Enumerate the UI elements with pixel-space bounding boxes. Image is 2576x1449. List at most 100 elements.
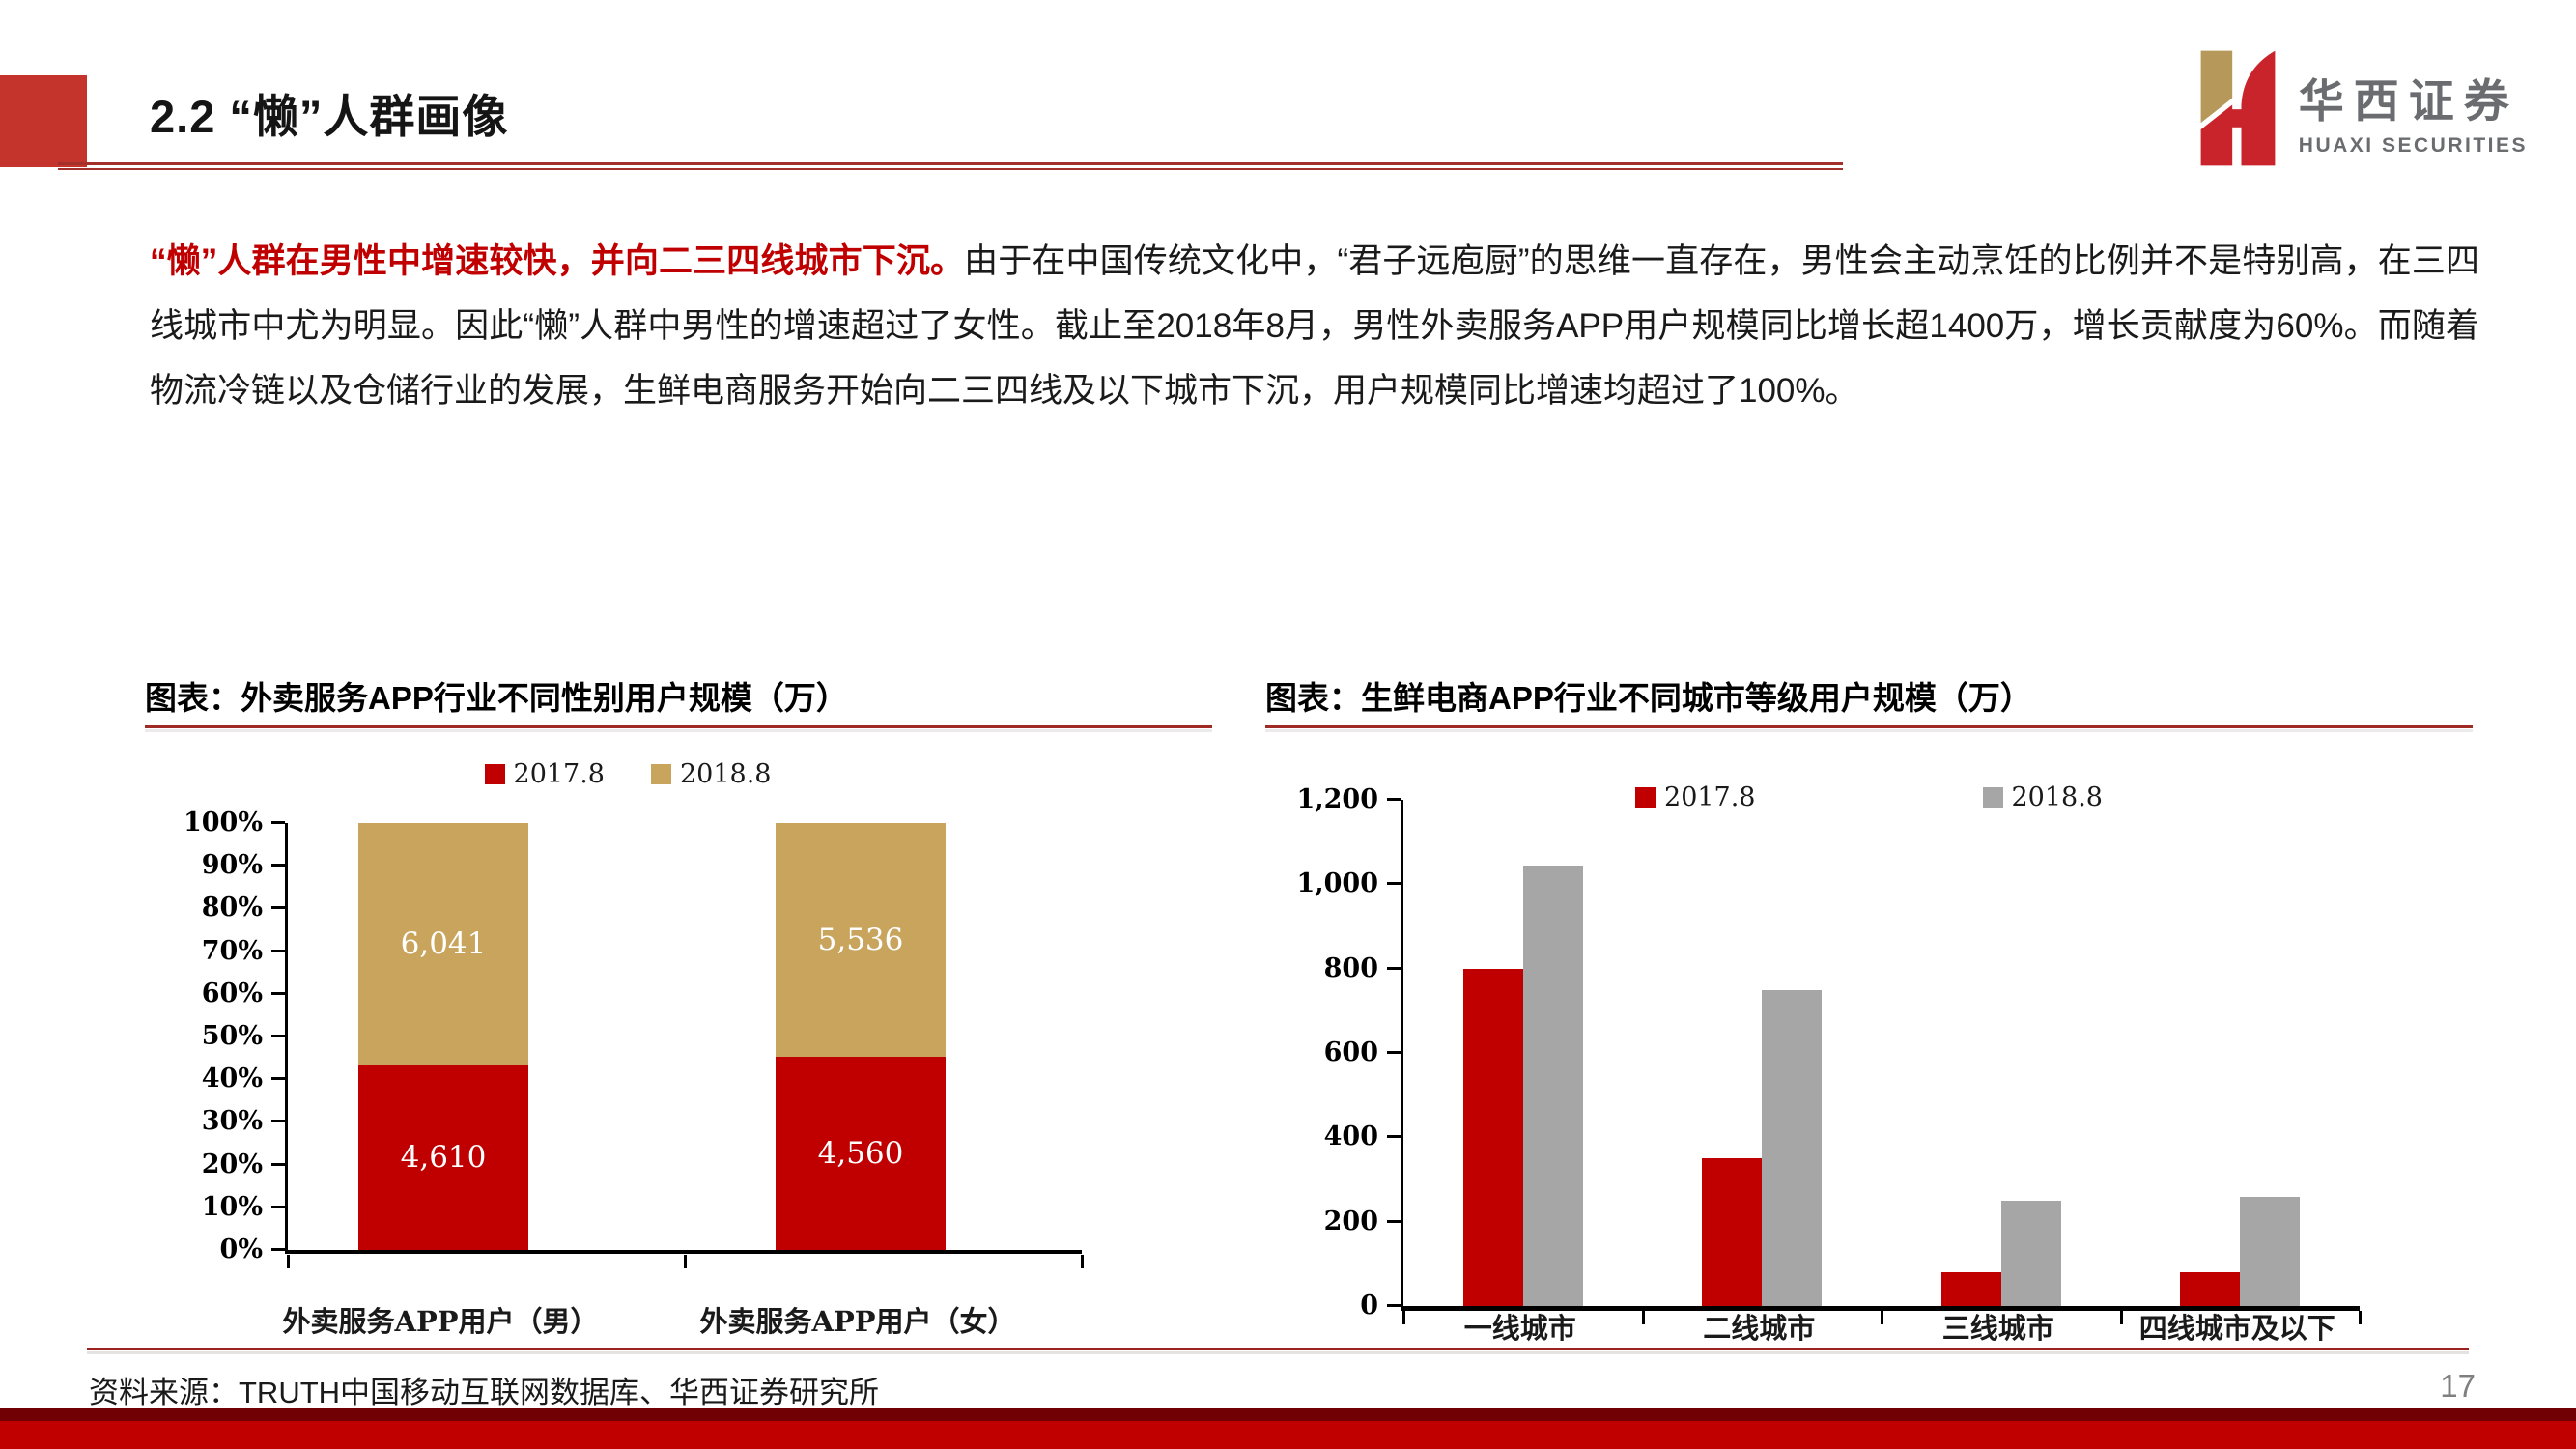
left-chart-title-underline — [145, 725, 1212, 728]
left-chart-legend: 2017.8 2018.8 — [145, 759, 1111, 789]
y-axis-tick-label: 30% — [201, 1106, 263, 1137]
bar-value-label: 4,560 — [817, 1136, 904, 1172]
y-axis-tick — [271, 991, 285, 995]
right-chart-x-labels: 一线城市 二线城市 三线城市 四线城市及以下 — [1401, 1306, 2357, 1345]
legend-item-2018: 2018.8 — [651, 759, 771, 789]
summary-lead-sentence: “懒”人群在男性中增速较快，并向二三四线城市下沉。 — [150, 242, 965, 280]
y-axis-tick-label: 60% — [201, 978, 263, 1009]
x-axis-tick — [1081, 1255, 1084, 1268]
legend-label-2017: 2017.8 — [1664, 782, 1756, 812]
bar-2018.8 — [1522, 865, 1583, 1306]
summary-paragraph: “懒”人群在男性中增速较快，并向二三四线城市下沉。由于在中国传统文化中，“君子远… — [150, 229, 2479, 423]
left-chart-plot: 6,041 4,610 5,536 4,560 — [271, 821, 1084, 1268]
y-axis-tick — [271, 1205, 285, 1208]
left-chart-y-labels: 0% 10% 20% 30% 40% 50% 60% 70% 80% 90% 100% — [126, 809, 270, 1264]
y-axis-tick-label: 0 — [1360, 1291, 1378, 1321]
stacked-bar: 5,536 4,560 — [776, 823, 946, 1250]
y-axis-tick-label: 20% — [201, 1149, 263, 1179]
x-axis-tick — [2359, 1311, 2362, 1324]
y-axis-tick — [1387, 882, 1401, 886]
legend-label-2018: 2018.8 — [680, 759, 772, 789]
bar-segment-2018: 5,536 — [776, 823, 946, 1058]
summary-body-text: 由于在中国传统文化中，“君子远庖厨”的思维一直存在，男性会主动烹饪的比例并不是特… — [150, 242, 2479, 410]
y-axis-tick — [1387, 1219, 1401, 1223]
y-axis-tick — [1387, 798, 1401, 801]
y-axis-tick — [1387, 1304, 1401, 1307]
x-axis-tick — [1641, 1311, 1645, 1324]
source-note: 资料来源：TRUTH中国移动互联网数据库、华西证券研究所 — [89, 1376, 880, 1409]
y-axis-tick-label: 200 — [1323, 1206, 1378, 1236]
right-chart-title-underline — [1265, 725, 2473, 728]
y-axis-tick-label: 800 — [1323, 952, 1378, 983]
x-axis-tick — [1881, 1311, 1883, 1324]
y-axis-tick-label: 80% — [201, 893, 263, 923]
bar-value-label: 5,536 — [817, 923, 904, 958]
bar-2017.8 — [1462, 968, 1523, 1306]
legend-label-2017: 2017.8 — [513, 759, 605, 789]
bar-group — [2121, 800, 2361, 1306]
page-title: 2.2 “懒”人群画像 — [150, 91, 509, 142]
y-axis-tick-label: 50% — [201, 1021, 263, 1051]
bar-2018.8 — [2000, 1200, 2061, 1306]
bar-group — [1643, 800, 1882, 1306]
x-axis-category-label: 外卖服务APP用户（女） — [699, 1305, 1016, 1338]
title-accent-block — [0, 75, 87, 167]
y-axis-tick-label: 1,200 — [1296, 784, 1378, 814]
y-axis-tick-label: 400 — [1323, 1122, 1378, 1152]
bar-group — [1403, 800, 1643, 1306]
x-axis-tick — [1402, 1311, 1405, 1324]
y-axis-tick — [271, 821, 285, 824]
footer-dark-red-strip — [0, 1408, 2576, 1421]
right-chart-y-labels: 0 200 400 600 800 1,000 1,200 — [1227, 785, 1386, 1321]
legend-item-2018: 2018.8 — [1982, 782, 2103, 812]
y-axis-tick — [271, 864, 285, 867]
y-axis-tick — [271, 906, 285, 910]
y-axis-tick-label: 100% — [183, 808, 263, 838]
y-axis-tick-label: 70% — [201, 935, 263, 966]
y-axis-tick-label: 90% — [201, 850, 263, 881]
page-number: 17 — [2440, 1368, 2476, 1404]
legend-item-2017: 2017.8 — [1635, 782, 1756, 812]
y-axis-tick — [271, 1120, 285, 1123]
x-axis-category-label: 外卖服务APP用户（男） — [282, 1305, 599, 1338]
bar-2017.8 — [1702, 1158, 1763, 1306]
footer-red-band — [0, 1421, 2576, 1449]
legend-swatch-2018-icon — [651, 764, 671, 784]
legend-swatch-2017-icon — [484, 764, 505, 784]
legend-swatch-2018-icon — [1982, 787, 2003, 808]
x-axis-tick — [2119, 1311, 2123, 1324]
y-axis-tick — [1387, 966, 1401, 970]
right-chart-plot — [1387, 798, 2362, 1324]
y-axis-tick — [1387, 1135, 1401, 1139]
y-axis-tick — [1387, 1051, 1401, 1054]
x-axis-category-label: 一线城市 — [1463, 1312, 1576, 1345]
y-axis-tick — [271, 1248, 285, 1251]
y-axis-tick — [271, 1035, 285, 1037]
right-chart-title: 图表：生鲜电商APP行业不同城市等级用户规模（万） — [1265, 680, 2032, 716]
footer-divider — [87, 1348, 2469, 1350]
bar-2017.8 — [2180, 1272, 2241, 1306]
legend-label-2018: 2018.8 — [2011, 782, 2103, 812]
legend-swatch-2017-icon — [1635, 787, 1656, 808]
title-underline — [58, 162, 1843, 170]
y-axis-tick — [271, 1162, 285, 1166]
logo-en-text: HUAXI SECURITIES — [2298, 134, 2528, 156]
x-axis-category-label: 四线城市及以下 — [2138, 1312, 2335, 1345]
x-axis-category-label: 三线城市 — [1941, 1312, 2054, 1345]
bar-2018.8 — [2240, 1197, 2301, 1306]
y-axis-tick — [271, 949, 285, 952]
huaxi-logo: 华西证券 HUAXI SECURITIES — [2198, 46, 2528, 175]
bar-value-label: 4,610 — [400, 1140, 487, 1176]
left-chart-x-labels: 外卖服务APP用户（男） 外卖服务APP用户（女） — [282, 1299, 1079, 1338]
y-axis-tick — [271, 1077, 285, 1081]
y-axis-tick-label: 40% — [201, 1064, 263, 1094]
x-axis-category-label: 二线城市 — [1703, 1312, 1816, 1345]
legend-item-2017: 2017.8 — [484, 759, 605, 789]
huaxi-monogram-icon — [2198, 46, 2278, 175]
x-axis-tick — [684, 1255, 687, 1268]
bar-2017.8 — [1940, 1272, 2001, 1306]
right-chart-legend: 2017.8 2018.8 — [1265, 782, 2473, 812]
bar-segment-2018: 6,041 — [358, 823, 528, 1065]
y-axis-tick-label: 1,000 — [1296, 868, 1378, 899]
